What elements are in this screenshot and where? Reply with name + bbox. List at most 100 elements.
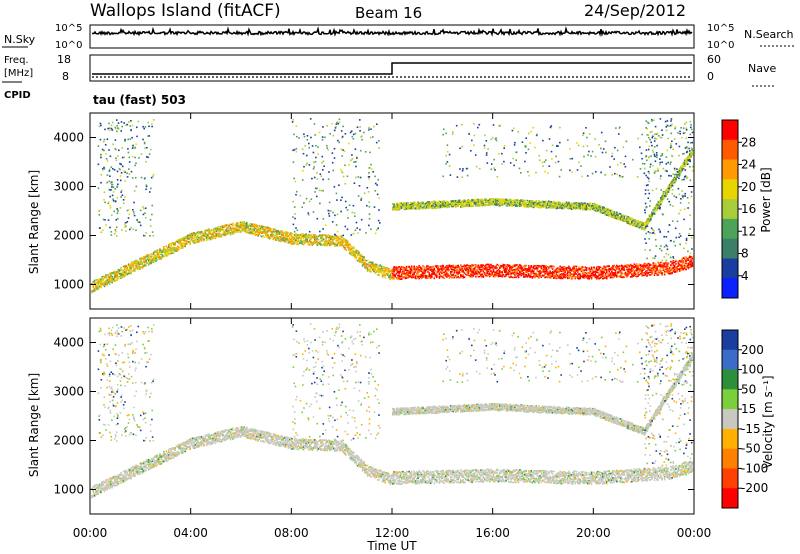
- echo-cell: [111, 275, 113, 278]
- echo-cell: [553, 265, 555, 268]
- echo-cell: [420, 273, 423, 276]
- echo-cell: [237, 223, 239, 226]
- echo-cell: [602, 268, 604, 270]
- echo-cell: [293, 238, 296, 240]
- echo-cell: [208, 231, 210, 233]
- echo-cell: [281, 234, 283, 237]
- freq-label-line2: [MHz]: [4, 68, 33, 79]
- echo-cell: [345, 249, 347, 251]
- echo-cell: [225, 230, 228, 232]
- echo-cell: [571, 266, 574, 269]
- echo-cell: [599, 277, 602, 279]
- echo-cell: [521, 273, 524, 276]
- echo-cell: [522, 276, 525, 278]
- echo-cell: [170, 249, 173, 252]
- echo-cell: [326, 243, 329, 246]
- echo-cell: [379, 271, 381, 273]
- echo-cell: [374, 271, 376, 274]
- echo-cell: [331, 239, 334, 241]
- echo-cell: [322, 244, 325, 246]
- echo-cell: [442, 271, 444, 274]
- echo-cell: [534, 276, 536, 279]
- echo-cell: [424, 267, 427, 269]
- echo-cell: [345, 244, 347, 246]
- echo-cell: [251, 224, 253, 226]
- echo-cell: [571, 268, 574, 270]
- nave-top-tick: 60: [707, 53, 721, 66]
- echo-cell: [130, 266, 132, 268]
- echo-cell: [504, 267, 506, 270]
- echo-cell: [496, 263, 498, 266]
- echo-cell: [155, 250, 157, 252]
- echo-cell: [261, 235, 263, 238]
- echo-cell: [181, 238, 184, 241]
- echo-cell: [208, 233, 210, 235]
- echo-cell: [348, 244, 350, 246]
- echo-cell: [151, 253, 154, 255]
- echo-cell: [267, 234, 269, 236]
- echo-cell: [188, 238, 190, 240]
- echo-cell: [381, 267, 384, 269]
- echo-cell: [169, 252, 171, 255]
- echo-cell: [311, 243, 314, 245]
- echo-cell: [412, 269, 414, 272]
- echo-cell: [535, 267, 538, 270]
- echo-cell: [580, 268, 583, 270]
- echo-cell: [530, 265, 532, 267]
- echo-cell: [558, 276, 560, 278]
- echo-cell: [550, 266, 553, 269]
- echo-cell: [488, 271, 491, 274]
- echo-cell: [342, 238, 345, 240]
- echo-cell: [220, 234, 223, 236]
- echo-cell: [507, 275, 510, 278]
- echo-cell: [254, 226, 257, 229]
- echo-cell: [181, 247, 184, 249]
- echo-cell: [431, 276, 433, 278]
- echo-cell: [178, 240, 180, 243]
- echo-cell: [305, 237, 307, 240]
- echo-cell: [268, 229, 271, 231]
- echo-cell: [140, 259, 142, 261]
- echo-cell: [477, 266, 480, 269]
- echo-cell: [512, 276, 515, 279]
- echo-cell: [587, 274, 589, 277]
- echo-cell: [434, 265, 437, 268]
- echo-cell: [550, 275, 553, 277]
- echo-cell: [361, 265, 364, 267]
- echo-cell: [92, 289, 95, 292]
- echo-cell: [588, 272, 590, 274]
- echo-cell: [224, 224, 227, 226]
- echo-cell: [467, 264, 470, 267]
- echo-cell: [242, 225, 244, 227]
- echo-cell: [404, 269, 407, 272]
- echo-cell: [491, 273, 493, 276]
- echo-cell: [454, 275, 457, 277]
- echo-cell: [198, 236, 200, 239]
- echo-cell: [487, 274, 490, 276]
- echo-cell: [589, 268, 592, 271]
- echo-cell: [354, 255, 356, 258]
- echo-cell: [433, 267, 436, 270]
- echo-cell: [259, 227, 262, 230]
- echo-cell: [359, 256, 361, 258]
- echo-cell: [558, 271, 560, 274]
- echo-cell: [439, 274, 442, 277]
- echo-cell: [514, 271, 516, 274]
- echo-cell: [424, 270, 427, 272]
- echo-cell: [381, 274, 384, 277]
- echo-cell: [314, 242, 316, 244]
- echo-cell: [491, 271, 493, 274]
- echo-cell: [415, 266, 418, 269]
- echo-cell: [691, 261, 694, 264]
- echo-cell: [413, 271, 415, 273]
- echo-cell: [486, 263, 488, 266]
- echo-cell: [575, 265, 578, 268]
- echo-cell: [603, 271, 605, 273]
- echo-cell: [409, 268, 412, 270]
- echo-cell: [381, 275, 384, 278]
- echo-cell: [600, 267, 603, 269]
- echo-cell: [281, 231, 283, 234]
- echo-cell: [477, 264, 480, 267]
- echo-cell: [553, 274, 555, 277]
- echo-cell: [184, 239, 186, 242]
